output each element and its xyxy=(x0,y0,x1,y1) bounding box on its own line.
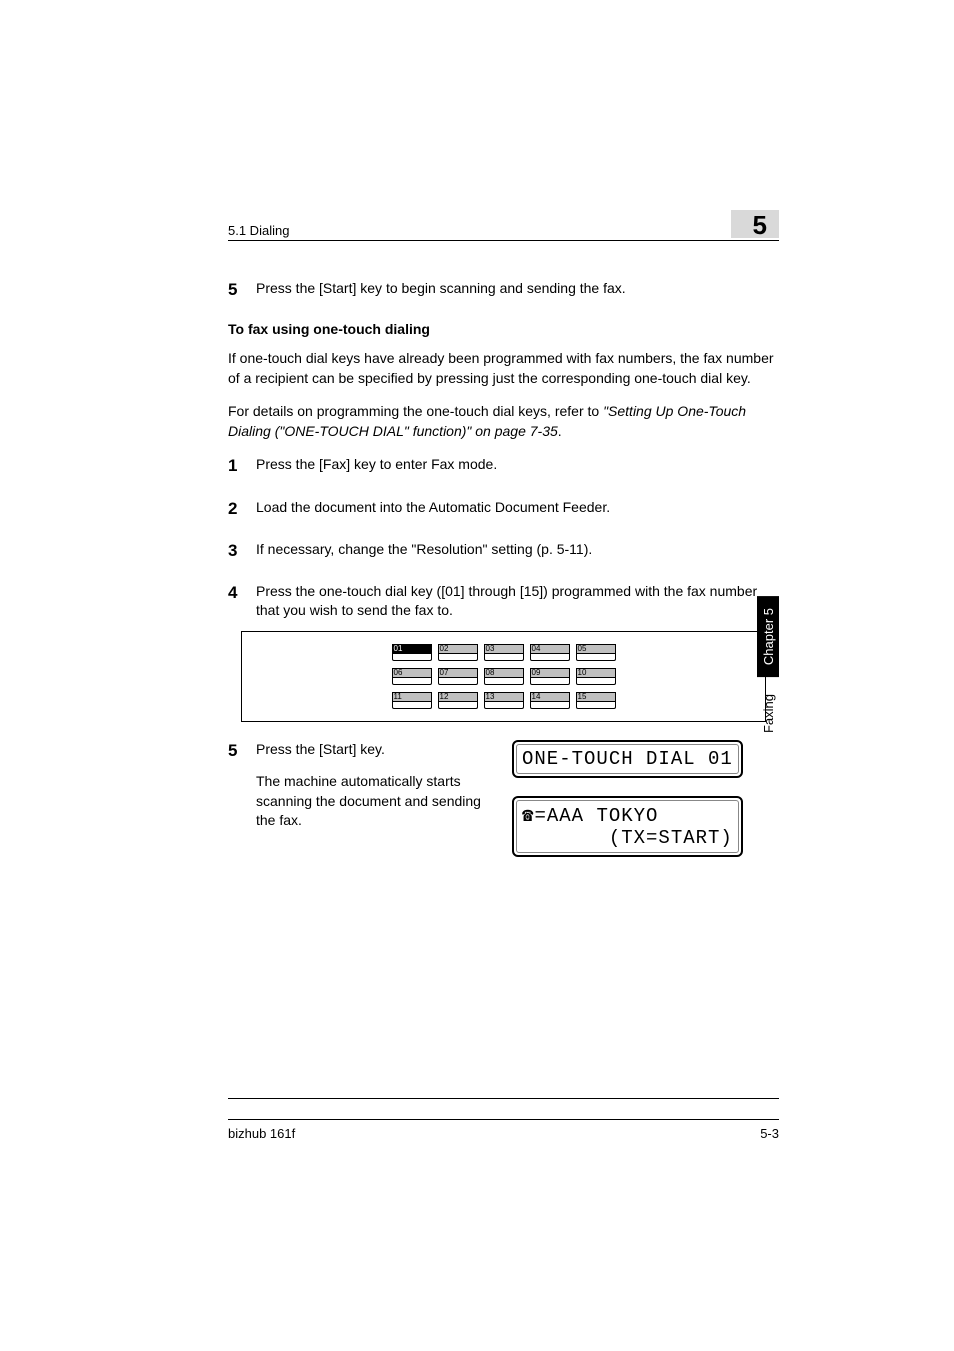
key-button xyxy=(576,702,616,709)
side-tab-chapter: Chapter 5 xyxy=(757,596,779,677)
section-title: To fax using one-touch dialing xyxy=(228,321,779,337)
keypad-row: 11 12 13 14 15 xyxy=(392,692,616,709)
step-5-first: 5 Press the [Start] key to begin scannin… xyxy=(228,279,779,301)
key-button xyxy=(438,654,478,661)
step-text: Press the one-touch dial key ([01] throu… xyxy=(256,582,779,621)
lcd1-line1: ONE-TOUCH DIAL 01 xyxy=(522,748,733,770)
key-label: 03 xyxy=(485,645,499,653)
keypad-box: 01 02 03 04 05 06 07 08 09 10 11 12 13 14 15 xyxy=(241,631,766,722)
step-number: 5 xyxy=(228,740,256,762)
step-text: Press the [Fax] key to enter Fax mode. xyxy=(256,455,779,477)
key-label: 10 xyxy=(577,669,591,677)
step-text: If necessary, change the "Resolution" se… xyxy=(256,540,779,562)
one-touch-key-11[interactable]: 11 xyxy=(392,692,432,709)
lcd-display-2: ☎=AAA TOKYO (TX=START) xyxy=(512,796,743,857)
keypad-illustration: 01 02 03 04 05 06 07 08 09 10 11 12 13 14 15 xyxy=(228,631,779,722)
key-button xyxy=(392,702,432,709)
key-button xyxy=(576,654,616,661)
lcd2-line2: (TX=START) xyxy=(522,827,733,849)
key-label: 06 xyxy=(393,669,407,677)
key-label: 02 xyxy=(439,645,453,653)
step-number: 3 xyxy=(228,540,256,562)
one-touch-key-06[interactable]: 06 xyxy=(392,668,432,685)
one-touch-key-12[interactable]: 12 xyxy=(438,692,478,709)
key-button xyxy=(530,702,570,709)
key-button xyxy=(484,678,524,685)
step-number: 5 xyxy=(228,279,256,301)
key-label: 01 xyxy=(393,645,407,653)
key-label: 14 xyxy=(531,693,545,701)
one-touch-key-05[interactable]: 05 xyxy=(576,644,616,661)
key-label: 04 xyxy=(531,645,545,653)
step-3: 3 If necessary, change the "Resolution" … xyxy=(228,540,779,562)
one-touch-key-04[interactable]: 04 xyxy=(530,644,570,661)
step-number: 2 xyxy=(228,498,256,520)
page-footer: bizhub 161f 5-3 xyxy=(228,1119,779,1141)
one-touch-key-14[interactable]: 14 xyxy=(530,692,570,709)
key-label: 05 xyxy=(577,645,591,653)
one-touch-key-07[interactable]: 07 xyxy=(438,668,478,685)
side-tab-faxing: Faxing xyxy=(757,684,779,743)
paragraph-1: If one-touch dial keys have already been… xyxy=(228,349,779,388)
one-touch-key-03[interactable]: 03 xyxy=(484,644,524,661)
key-label: 15 xyxy=(577,693,591,701)
chapter-number-box: 5 xyxy=(731,210,779,238)
key-button xyxy=(392,678,432,685)
lcd2-line1: ☎=AAA TOKYO xyxy=(522,804,733,827)
key-label: 08 xyxy=(485,669,499,677)
step-text: Load the document into the Automatic Doc… xyxy=(256,498,779,520)
footer-page-number: 5-3 xyxy=(760,1126,779,1141)
key-button xyxy=(438,702,478,709)
key-button xyxy=(530,654,570,661)
step-text: Press the [Start] key. xyxy=(256,740,488,762)
step-text: The machine automatically starts scannin… xyxy=(256,772,488,831)
step-number-spacer xyxy=(228,772,256,831)
key-label: 12 xyxy=(439,693,453,701)
footer-model: bizhub 161f xyxy=(228,1126,295,1141)
key-button xyxy=(576,678,616,685)
one-touch-key-15[interactable]: 15 xyxy=(576,692,616,709)
key-button xyxy=(438,678,478,685)
step-number: 1 xyxy=(228,455,256,477)
key-label: 11 xyxy=(393,693,407,701)
lcd-display-1: ONE-TOUCH DIAL 01 xyxy=(512,740,743,778)
step-2: 2 Load the document into the Automatic D… xyxy=(228,498,779,520)
keypad-row: 06 07 08 09 10 xyxy=(392,668,616,685)
chapter-number: 5 xyxy=(753,212,767,238)
page-header: 5.1 Dialing 5 xyxy=(228,210,779,241)
one-touch-key-09[interactable]: 09 xyxy=(530,668,570,685)
one-touch-key-13[interactable]: 13 xyxy=(484,692,524,709)
step-5-second: 5 Press the [Start] key. xyxy=(228,740,488,762)
step-number: 4 xyxy=(228,582,256,621)
keypad-row: 01 02 03 04 05 xyxy=(392,644,616,661)
footer-rule-upper xyxy=(228,1098,779,1099)
key-label: 13 xyxy=(485,693,499,701)
key-button xyxy=(484,702,524,709)
step-4: 4 Press the one-touch dial key ([01] thr… xyxy=(228,582,779,621)
para2-part-c: . xyxy=(558,423,562,439)
key-label: 09 xyxy=(531,669,545,677)
key-button xyxy=(392,654,432,661)
step-5-continuation: The machine automatically starts scannin… xyxy=(228,772,488,831)
one-touch-key-02[interactable]: 02 xyxy=(438,644,478,661)
one-touch-key-01[interactable]: 01 xyxy=(392,644,432,661)
key-button xyxy=(484,654,524,661)
paragraph-2: For details on programming the one-touch… xyxy=(228,402,779,441)
key-button xyxy=(530,678,570,685)
one-touch-key-10[interactable]: 10 xyxy=(576,668,616,685)
one-touch-key-08[interactable]: 08 xyxy=(484,668,524,685)
para2-part-a: For details on programming the one-touch… xyxy=(228,403,603,419)
section-label: 5.1 Dialing xyxy=(228,223,289,238)
step-text: Press the [Start] key to begin scanning … xyxy=(256,279,779,301)
key-label: 07 xyxy=(439,669,453,677)
step-1: 1 Press the [Fax] key to enter Fax mode. xyxy=(228,455,779,477)
